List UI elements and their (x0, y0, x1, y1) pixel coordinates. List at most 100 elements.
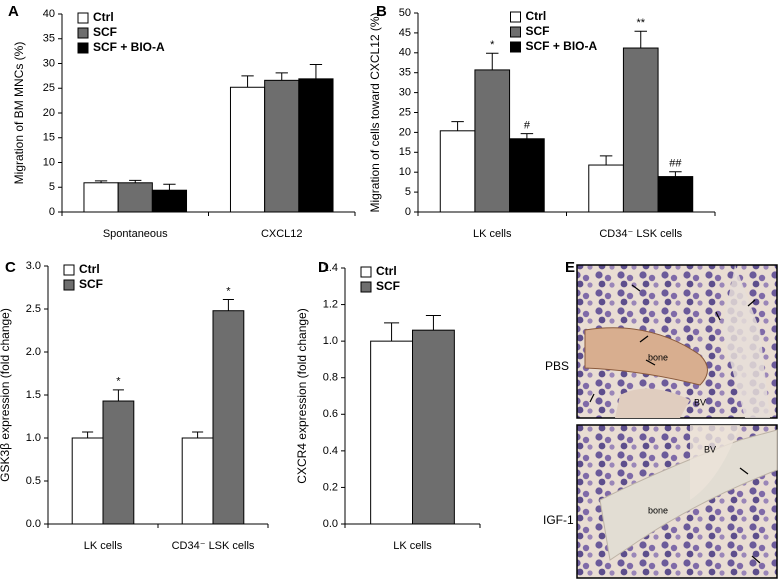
error-bar (599, 155, 613, 166)
error-bar (82, 431, 94, 438)
bar (71, 437, 104, 525)
legend-label: Ctrl (526, 9, 547, 23)
x-tick-label: CD34⁻ LSK cells (172, 540, 255, 552)
error-bar (163, 183, 176, 191)
y-tick-label: 40 (43, 8, 55, 20)
y-tick-label: 0 (405, 206, 411, 218)
y-tick-label: 10 (43, 156, 55, 168)
y-tick-label: 1.0 (323, 335, 338, 347)
error-bar (192, 431, 204, 438)
bar (229, 86, 266, 213)
panel-label: D (318, 259, 329, 276)
y-axis-label: GSK3β expression (fold change) (0, 308, 12, 482)
y-tick-label: 3.0 (26, 260, 41, 272)
legend-label: SCF (79, 277, 103, 291)
y-tick-label: 40 (399, 47, 411, 59)
micrograph: bone BV PBS (545, 264, 778, 419)
image-annotation: BV (694, 397, 706, 407)
arrows (589, 284, 756, 403)
y-tick-label: 0.4 (323, 445, 338, 457)
panel-label: C (5, 259, 16, 276)
image-label: PBS (545, 359, 569, 373)
legend-label: Ctrl (93, 10, 114, 24)
image-annotation: bone (648, 352, 668, 362)
y-tick-label: 30 (399, 87, 411, 99)
legend-label: SCF + BIO-A (93, 40, 165, 54)
legend-label: SCF + BIO-A (526, 39, 598, 53)
arrows (739, 467, 761, 564)
bar (264, 79, 300, 213)
y-tick-label: 1.4 (323, 262, 338, 274)
legend-label: SCF (93, 25, 117, 39)
significance-mark: ** (636, 17, 645, 29)
x-tick-label: CXCL12 (261, 228, 303, 240)
error-bar (451, 121, 464, 131)
y-tick-label: 0.0 (323, 518, 338, 530)
y-tick-label: 35 (399, 67, 411, 79)
error-bar (486, 52, 499, 70)
y-tick-label: 45 (399, 27, 411, 39)
bar (412, 329, 455, 525)
y-tick-label: 2.5 (26, 303, 41, 315)
bar (588, 164, 624, 213)
x-tick-label: LK cells (393, 540, 432, 552)
chart-panel: D CXCR4 expression (fold change) 0.0 0.2 0.4… (295, 259, 481, 552)
panel-label: B (376, 3, 387, 20)
legend-swatch (510, 41, 521, 53)
y-tick-label: 35 (43, 33, 55, 45)
y-tick-label: 10 (399, 166, 411, 178)
significance-mark: # (524, 120, 531, 132)
y-axis-label: Migration of cells toward CXCL12 (%) (368, 12, 382, 212)
y-tick-label: 15 (43, 132, 55, 144)
panel-label: E (565, 259, 575, 276)
bar (83, 182, 119, 213)
panel-e: E bone BV PBS BV bone IGF-1 (543, 259, 778, 579)
x-tick-label: LK cells (84, 540, 123, 552)
legend-swatch (360, 266, 372, 278)
significance-mark: * (226, 285, 231, 297)
y-tick-label: 1.2 (323, 298, 338, 310)
error-bar (634, 30, 647, 49)
y-tick-label: 15 (399, 146, 411, 158)
legend-swatch (510, 26, 521, 38)
y-tick-label: 5 (49, 181, 55, 193)
bar (102, 400, 135, 525)
y-tick-label: 25 (43, 82, 55, 94)
legend-swatch (510, 11, 521, 23)
x-tick-label: CD34⁻ LSK cells (599, 228, 682, 240)
legend-label: Ctrl (79, 262, 100, 276)
bar (474, 69, 511, 213)
y-tick-label: 0.0 (26, 518, 41, 530)
error-bar (241, 75, 254, 88)
x-tick-label: Spontaneous (103, 228, 168, 240)
y-tick-label: 20 (399, 126, 411, 138)
y-tick-label: 0.5 (26, 475, 41, 487)
chart-panel: A Migration of BM MNCs (%) 0 5 10 15 20 25 30 35 4… (8, 3, 356, 240)
y-tick-label: 5 (405, 186, 411, 198)
y-tick-label: 0.6 (323, 408, 338, 420)
legend-swatch (63, 279, 75, 291)
error-bar (520, 133, 534, 139)
bar (181, 437, 214, 525)
bar (509, 138, 545, 213)
bar (117, 182, 153, 213)
y-tick-label: 0 (49, 206, 55, 218)
chart-panel: C GSK3β expression (fold change) 0.0 0.5 1.0… (0, 259, 269, 552)
bar (370, 340, 413, 525)
image-annotation: BV (704, 444, 716, 454)
y-tick-label: 1.5 (26, 389, 41, 401)
x-tick-label: LK cells (473, 228, 512, 240)
error-bar (275, 72, 288, 81)
significance-mark: * (116, 376, 121, 388)
bar (439, 130, 476, 213)
y-tick-label: 50 (399, 7, 411, 19)
y-tick-label: 25 (399, 106, 411, 118)
significance-mark: ## (669, 158, 682, 170)
error-bar (384, 322, 400, 342)
legend-swatch (77, 42, 89, 54)
legend-label: SCF (526, 24, 550, 38)
y-tick-label: 20 (43, 107, 55, 119)
bar (657, 176, 694, 213)
